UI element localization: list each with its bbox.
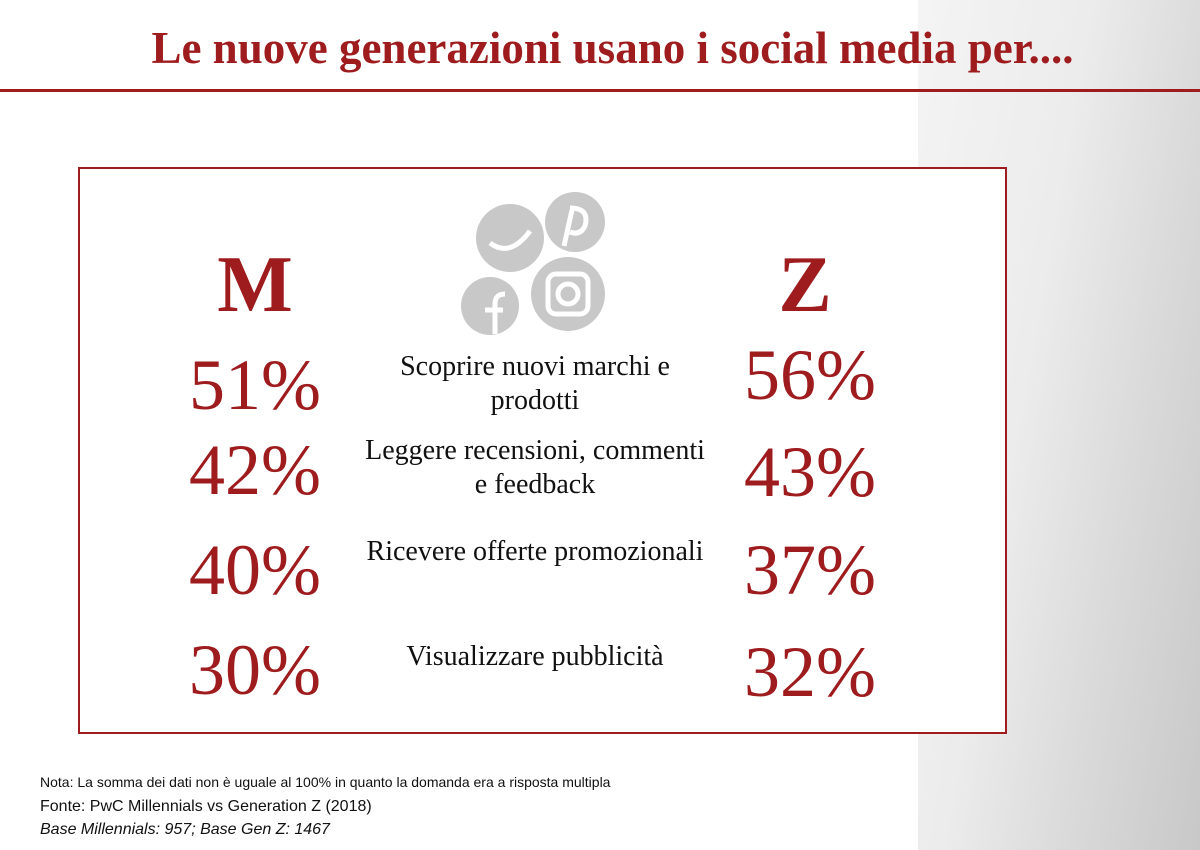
pinterest-icon — [545, 192, 605, 252]
row-label: Visualizzare pubblicità — [406, 641, 664, 672]
millennials-value: 40% — [189, 530, 321, 610]
row-label: Ricevere offerte promozionali — [366, 536, 704, 567]
twitter-icon — [476, 204, 544, 272]
millennials-value: 30% — [189, 630, 321, 710]
content-box — [78, 167, 1007, 734]
social-icons — [461, 192, 605, 335]
footer-source: Fonte: PwC Millennials vs Generation Z (… — [40, 798, 372, 815]
genz-value: 32% — [744, 632, 876, 712]
genz-header: Z — [778, 241, 832, 329]
slide-title: Le nuove generazioni usano i social medi… — [151, 23, 1074, 73]
genz-value: 56% — [744, 335, 876, 415]
millennials-value: 51% — [189, 345, 321, 425]
facebook-icon — [461, 277, 519, 335]
genz-value: 43% — [744, 432, 876, 512]
footer-base: Base Millennials: 957; Base Gen Z: 1467 — [40, 821, 330, 838]
row-label: Scoprire nuovi marchi e prodotti — [400, 351, 670, 416]
title-rule — [0, 89, 1200, 92]
millennials-header: M — [217, 241, 293, 329]
genz-value: 37% — [744, 530, 876, 610]
instagram-icon — [531, 257, 605, 331]
millennials-value: 42% — [189, 430, 321, 510]
row-label: Leggere recensioni, commenti e feedback — [365, 435, 705, 500]
footer-note: Nota: La somma dei dati non è uguale al … — [40, 774, 611, 790]
